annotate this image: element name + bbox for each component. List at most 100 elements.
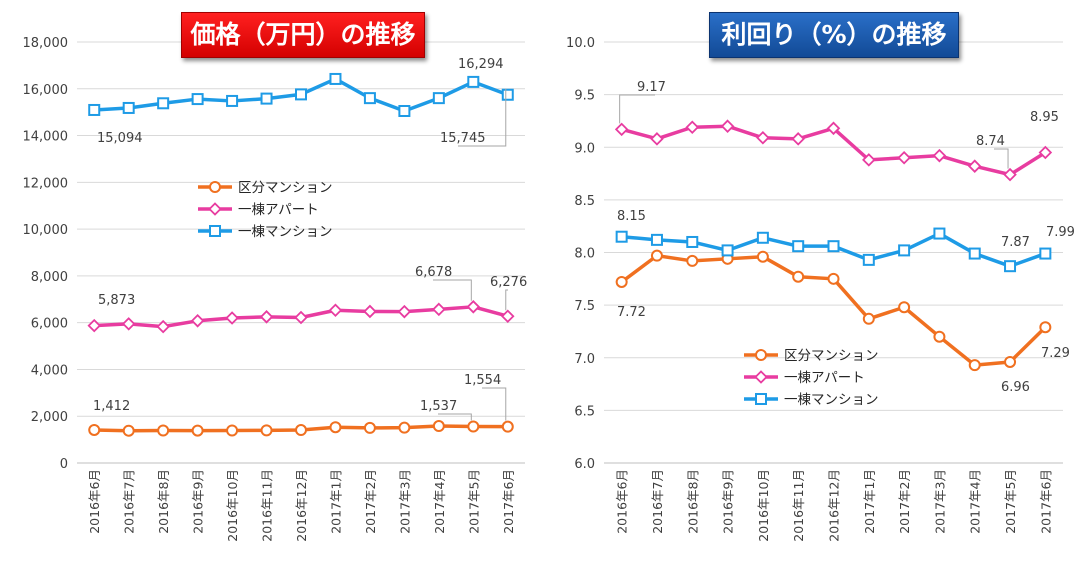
legend-marker xyxy=(755,349,767,361)
data-point xyxy=(720,119,735,133)
x-tick-label: 2017年2月 xyxy=(897,469,912,534)
x-tick-label: 2017年1月 xyxy=(328,469,343,534)
data-label: 8.74 xyxy=(976,134,1005,149)
data-point xyxy=(898,301,911,314)
data-point xyxy=(259,310,274,324)
x-tick-label: 2016年11月 xyxy=(791,469,806,542)
y-tick-label: 7.0 xyxy=(574,352,595,367)
leader-line xyxy=(619,94,655,124)
y-tick-label: 4,000 xyxy=(31,363,68,378)
leader-line xyxy=(994,148,1009,169)
data-point xyxy=(328,303,343,318)
data-point xyxy=(650,249,663,262)
y-tick-label: 6.0 xyxy=(574,457,595,472)
x-tick-label: 2017年4月 xyxy=(432,469,447,534)
data-point xyxy=(157,97,170,110)
x-tick-label: 2017年3月 xyxy=(397,469,412,534)
x-tick-label: 2016年11月 xyxy=(260,469,275,542)
data-point xyxy=(932,148,947,163)
y-tick-label: 18,000 xyxy=(23,36,69,51)
data-point xyxy=(827,240,840,253)
price-chart-title: 価格（万円）の推移 xyxy=(181,12,425,58)
x-tick-label: 2016年8月 xyxy=(685,469,700,534)
legend-marker xyxy=(754,370,768,384)
data-point xyxy=(1004,355,1017,368)
legend-marker xyxy=(208,202,222,216)
data-point xyxy=(432,302,446,317)
x-tick-label: 2016年6月 xyxy=(87,469,102,534)
data-point xyxy=(191,424,204,437)
legend-label: 区分マンション xyxy=(238,180,333,196)
data-point xyxy=(897,151,911,165)
data-point xyxy=(615,230,628,243)
data-label: 6,678 xyxy=(415,265,452,280)
data-label: 8.95 xyxy=(1030,110,1059,125)
data-label: 15,094 xyxy=(97,131,143,146)
data-label: 7.29 xyxy=(1041,346,1070,361)
data-point xyxy=(826,121,841,136)
data-point xyxy=(1004,260,1017,273)
x-tick-label: 2016年8月 xyxy=(156,469,171,534)
data-point xyxy=(968,247,981,260)
data-point xyxy=(862,253,875,266)
data-point xyxy=(685,120,700,135)
data-point xyxy=(294,310,308,325)
y-tick-label: 8,000 xyxy=(31,270,68,285)
data-point xyxy=(933,227,946,240)
x-tick-label: 2016年10月 xyxy=(225,469,240,542)
data-point xyxy=(398,104,411,117)
data-point xyxy=(121,317,136,331)
y-tick-label: 9.5 xyxy=(574,89,595,104)
data-label: 8.15 xyxy=(617,209,646,224)
data-point xyxy=(157,424,170,437)
data-point xyxy=(432,92,445,105)
data-point xyxy=(190,314,205,328)
data-point xyxy=(122,424,135,437)
leader-line xyxy=(482,387,507,421)
x-tick-label: 2016年9月 xyxy=(721,469,736,534)
data-point xyxy=(88,103,101,116)
y-tick-label: 10,000 xyxy=(23,223,69,238)
data-label: 9.17 xyxy=(637,80,666,95)
data-label: 1,537 xyxy=(420,399,457,414)
data-point xyxy=(88,423,101,436)
y-tick-label: 14,000 xyxy=(23,130,69,145)
data-point xyxy=(225,311,239,325)
y-tick-label: 16,000 xyxy=(23,83,69,98)
legend-marker xyxy=(209,225,221,237)
data-label: 15,745 xyxy=(440,131,486,146)
legend-label: 一棟マンション xyxy=(784,392,879,408)
data-point xyxy=(466,300,481,314)
data-point xyxy=(827,272,840,285)
data-point xyxy=(191,93,204,106)
data-point xyxy=(1038,145,1053,160)
legend-label: 一棟アパート xyxy=(238,202,319,218)
data-point xyxy=(467,420,480,433)
data-point xyxy=(686,235,699,248)
x-tick-label: 2017年2月 xyxy=(363,469,378,534)
data-point xyxy=(156,319,170,334)
data-label: 7.87 xyxy=(1001,235,1030,250)
data-point xyxy=(329,421,342,434)
data-point xyxy=(756,250,769,263)
x-tick-label: 2016年12月 xyxy=(294,469,309,542)
data-point xyxy=(501,420,514,433)
data-point xyxy=(122,101,135,114)
data-point xyxy=(295,424,307,437)
data-point xyxy=(650,233,663,246)
legend-label: 区分マンション xyxy=(784,348,879,364)
y-tick-label: 8.0 xyxy=(574,247,595,262)
data-point xyxy=(791,132,805,146)
x-tick-label: 2016年6月 xyxy=(615,469,630,534)
x-tick-label: 2017年5月 xyxy=(466,469,481,534)
data-point xyxy=(295,88,307,101)
price-chart: 0 2,000 4,000 6,000 8,000 10,000 12,000 14,000 1… xyxy=(23,36,528,542)
y-tick-label: 2,000 xyxy=(31,410,68,425)
data-point xyxy=(432,420,445,433)
y-tick-label: 0 xyxy=(60,457,68,472)
legend-marker xyxy=(755,393,767,405)
x-tick-label: 2016年12月 xyxy=(827,469,842,542)
data-point xyxy=(721,244,734,257)
data-label: 7.99 xyxy=(1046,225,1075,240)
